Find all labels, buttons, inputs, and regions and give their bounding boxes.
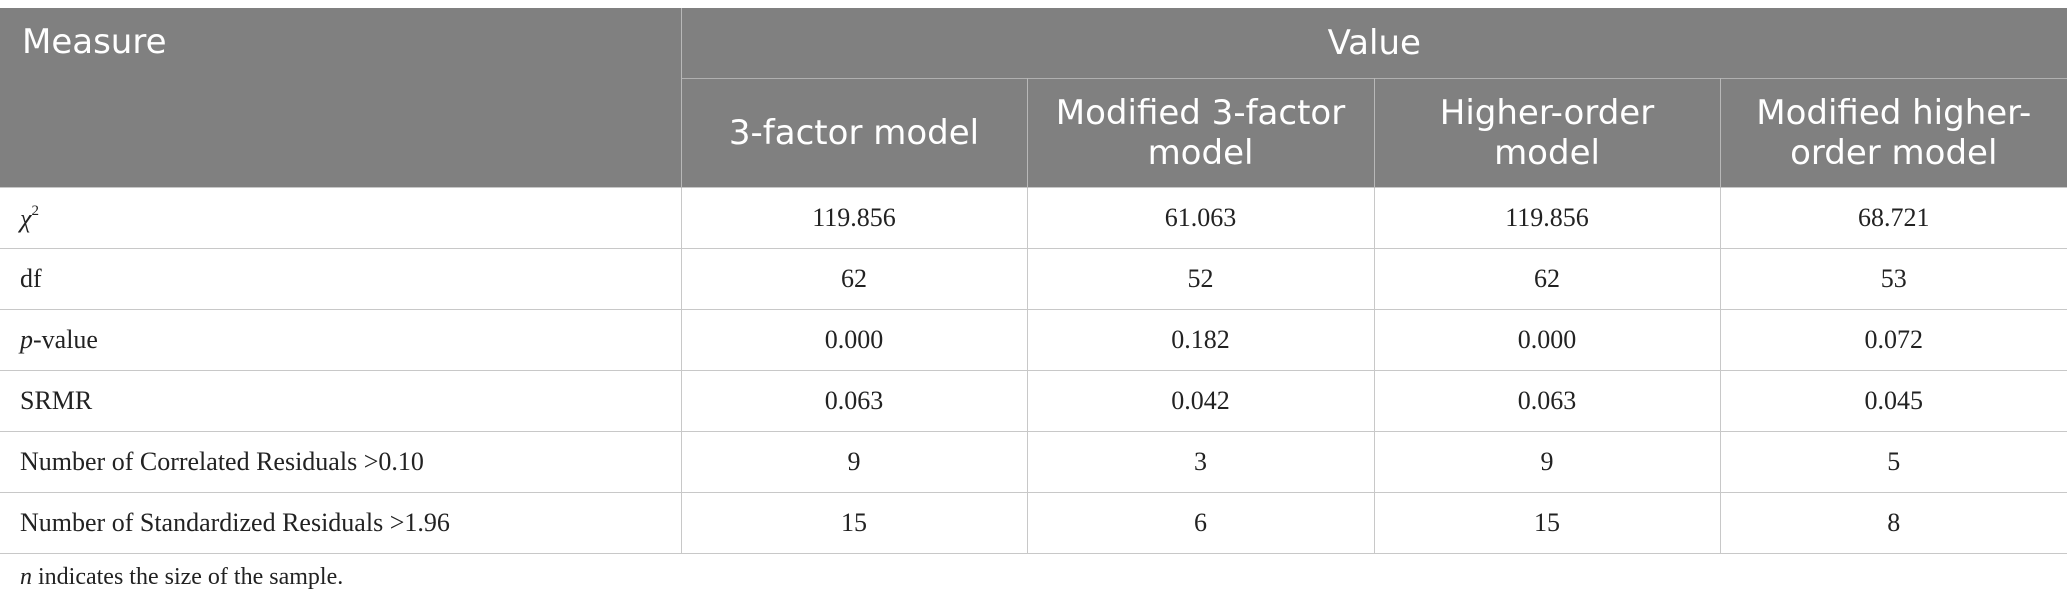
model-header-modified-3-factor: Modified 3-factor model (1026, 78, 1375, 188)
chi-symbol: χ (20, 203, 32, 233)
cell-value: 62 (1373, 248, 1721, 310)
p-symbol: p (20, 325, 33, 354)
cell-value: 6 (1026, 492, 1375, 554)
table-row: χ2 119.856 61.063 119.856 68.721 (0, 187, 2067, 249)
cell-value: 61.063 (1026, 187, 1375, 249)
cell-value: 5 (1719, 431, 2067, 493)
table-row: df 62 52 62 53 (0, 248, 2067, 310)
row-label-srmr: SRMR (0, 370, 682, 432)
cell-value: 0.042 (1026, 370, 1375, 432)
model-fit-table: Measure Value 3-factor model Modified 3-… (0, 8, 2067, 554)
model-header-higher-order: Higher-order model (1373, 78, 1721, 188)
row-label-chi-square: χ2 (0, 187, 682, 249)
cell-value: 9 (1373, 431, 1721, 493)
p-value-suffix: -value (33, 325, 98, 354)
value-column-header: Value (680, 8, 2067, 79)
model-header-modified-higher-order: Modified higher-order model (1719, 78, 2067, 188)
table-row: p-value 0.000 0.182 0.000 0.072 (0, 309, 2067, 371)
cell-value: 3 (1026, 431, 1375, 493)
table-body: χ2 119.856 61.063 119.856 68.721 df 62 5… (0, 187, 2067, 554)
cell-value: 0.063 (680, 370, 1028, 432)
cell-value: 15 (680, 492, 1028, 554)
cell-value: 0.045 (1719, 370, 2067, 432)
cell-value: 53 (1719, 248, 2067, 310)
cell-value: 119.856 (1373, 187, 1721, 249)
cell-value: 0.063 (1373, 370, 1721, 432)
table-row: Number of Correlated Residuals >0.10 9 3… (0, 431, 2067, 493)
table-row: Number of Standardized Residuals >1.96 1… (0, 492, 2067, 554)
cell-value: 0.072 (1719, 309, 2067, 371)
table-wrapper: Measure Value 3-factor model Modified 3-… (0, 8, 2067, 591)
row-label-p-value: p-value (0, 309, 682, 371)
cell-value: 52 (1026, 248, 1375, 310)
cell-value: 68.721 (1719, 187, 2067, 249)
table-header: Measure Value 3-factor model Modified 3-… (0, 8, 2067, 188)
row-label-df: df (0, 248, 682, 310)
model-header-3-factor: 3-factor model (680, 78, 1028, 188)
measure-column-header: Measure (0, 8, 682, 188)
row-label-standardized-residuals: Number of Standardized Residuals >1.96 (0, 492, 682, 554)
cell-value: 15 (1373, 492, 1721, 554)
footnote-symbol: n (20, 564, 32, 590)
cell-value: 0.000 (680, 309, 1028, 371)
table-footnote: n indicates the size of the sample. (20, 564, 2067, 591)
cell-value: 119.856 (680, 187, 1028, 249)
cell-value: 0.000 (1373, 309, 1721, 371)
cell-value: 8 (1719, 492, 2067, 554)
footnote-text: indicates the size of the sample. (32, 564, 344, 590)
cell-value: 0.182 (1026, 309, 1375, 371)
cell-value: 62 (680, 248, 1028, 310)
chi-superscript: 2 (31, 202, 39, 219)
cell-value: 9 (680, 431, 1028, 493)
row-label-correlated-residuals: Number of Correlated Residuals >0.10 (0, 431, 682, 493)
table-row: SRMR 0.063 0.042 0.063 0.045 (0, 370, 2067, 432)
